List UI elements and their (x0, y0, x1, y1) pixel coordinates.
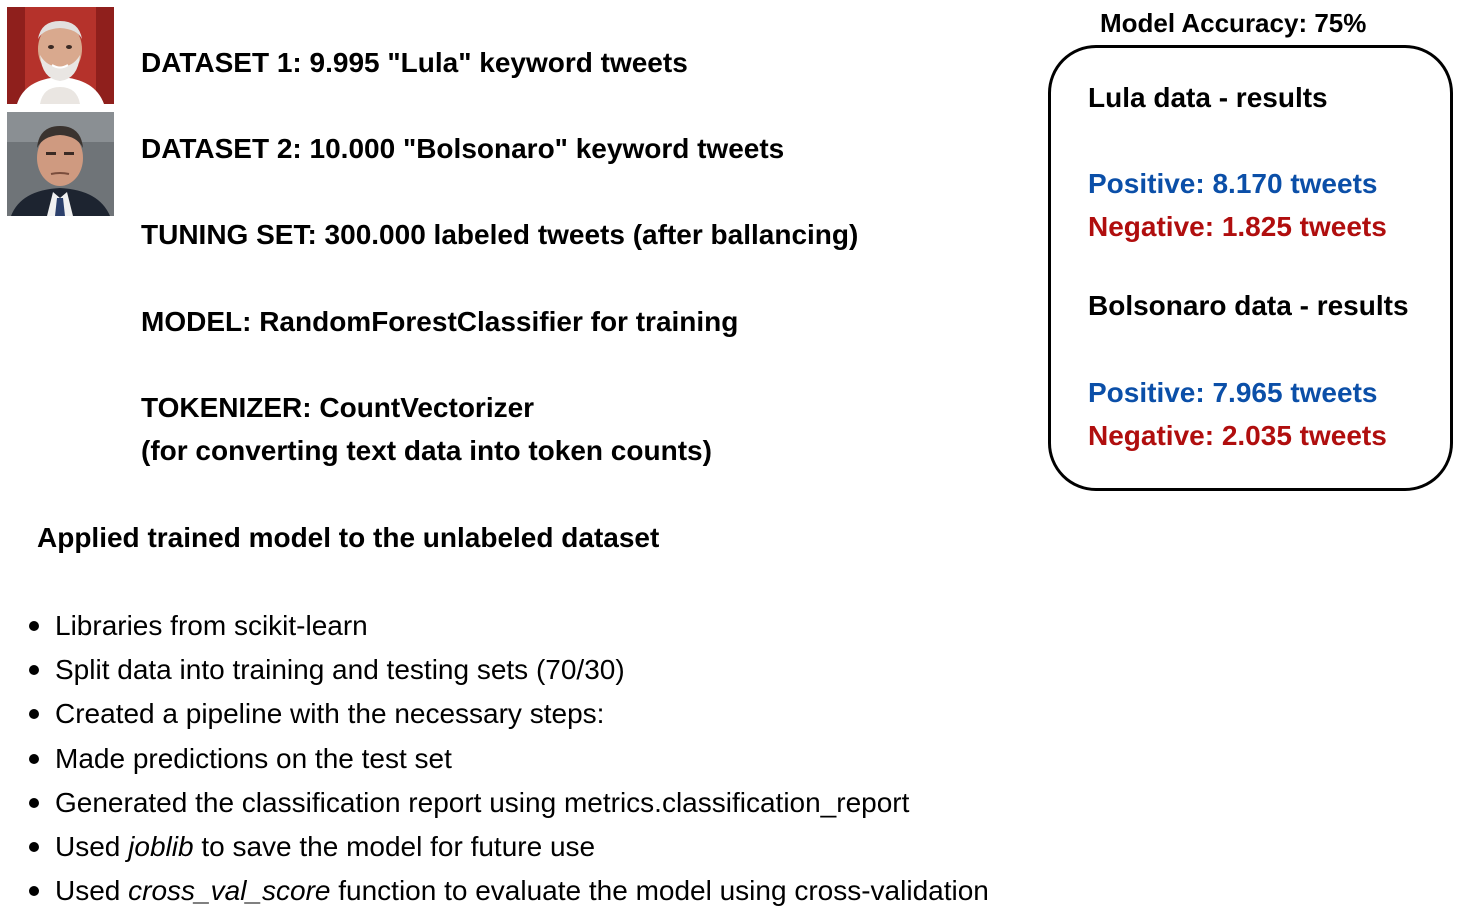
lula-positive-count: Positive: 8.170 tweets (1088, 168, 1378, 199)
list-item: Generated the classification report usin… (0, 783, 989, 827)
list-item: Used joblib to save the model for future… (0, 827, 989, 871)
bullet-icon (29, 841, 39, 852)
methods-bullet-list: Libraries from scikit-learn Split data i… (0, 606, 989, 915)
bullet-emphasis: cross_val_score (128, 875, 331, 907)
list-item: Used cross_val_score function to evaluat… (0, 871, 989, 915)
tokenizer-note: (for converting text data into token cou… (141, 435, 712, 466)
bullet-emphasis: joblib (128, 830, 194, 862)
bullet-text: Created a pipeline with the necessary st… (55, 698, 605, 730)
bullet-text: Used (55, 875, 129, 907)
bullet-icon (29, 621, 39, 631)
bullet-text: to save the model for future use (193, 830, 596, 862)
bullet-icon (29, 665, 39, 676)
model-info: MODEL: RandomForestClassifier for traini… (141, 306, 739, 337)
dataset-1-info: DATASET 1: 9.995 "Lula" keyword tweets (141, 47, 688, 78)
lula-negative-count: Negative: 1.825 tweets (1088, 211, 1387, 242)
list-item: Created a pipeline with the necessary st… (0, 694, 989, 738)
bullet-icon (29, 753, 39, 764)
bullet-text: Libraries from scikit-learn (55, 610, 368, 641)
applied-model-heading: Applied trained model to the unlabeled d… (37, 522, 660, 553)
bullet-icon (29, 886, 39, 897)
dataset-2-info: DATASET 2: 10.000 "Bolsonaro" keyword tw… (141, 133, 785, 164)
bolsonaro-portrait-photo (7, 112, 114, 216)
bullet-text: Generated the classification report usin… (55, 786, 910, 818)
bullet-text: Split data into training and testing set… (55, 654, 625, 686)
bullet-text: function to evaluate the model using cro… (330, 875, 989, 907)
bullet-icon (29, 709, 39, 720)
tokenizer-info: TOKENIZER: CountVectorizer (141, 392, 535, 423)
list-item: Libraries from scikit-learn (0, 606, 989, 650)
tuning-set-info: TUNING SET: 300.000 labeled tweets (afte… (141, 219, 859, 250)
lula-results-heading: Lula data - results (1088, 82, 1328, 113)
list-item: Split data into training and testing set… (0, 650, 989, 694)
model-accuracy-title: Model Accuracy: 75% (1100, 8, 1367, 38)
bullet-text: Used (55, 830, 129, 862)
bullet-icon (29, 797, 39, 808)
results-box (1048, 45, 1453, 491)
lula-portrait-photo (7, 7, 114, 104)
bullet-text: Made predictions on the test set (55, 742, 452, 774)
bolsonaro-results-heading: Bolsonaro data - results (1088, 290, 1409, 321)
list-item: Made predictions on the test set (0, 739, 989, 783)
bolsonaro-positive-count: Positive: 7.965 tweets (1088, 377, 1378, 408)
bolsonaro-negative-count: Negative: 2.035 tweets (1088, 420, 1387, 451)
